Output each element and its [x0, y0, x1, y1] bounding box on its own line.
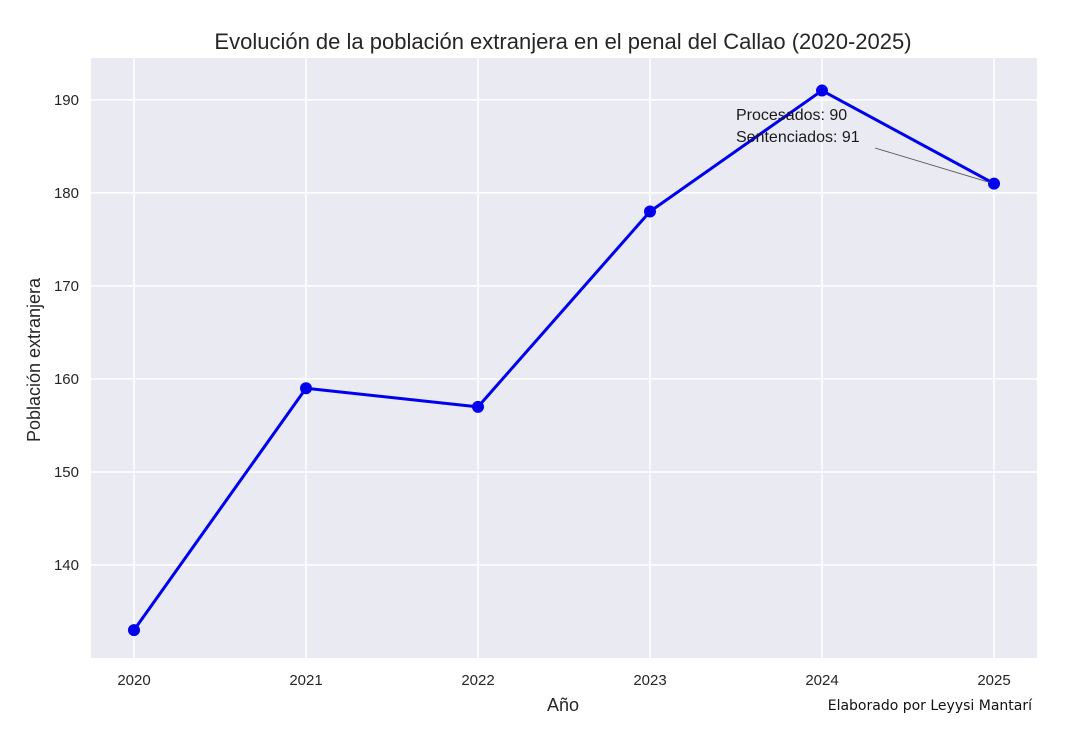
data-point-2023: [644, 205, 656, 218]
x-axis-ticks: 2020 2021 2022 2023 2024 2025: [117, 672, 1010, 689]
data-point-2021: [300, 382, 312, 395]
x-tick-label: 2020: [117, 672, 150, 689]
x-tick-label: 2025: [977, 672, 1010, 689]
plot-area: [91, 58, 1037, 658]
x-tick-label: 2022: [461, 672, 494, 689]
x-tick-label: 2024: [805, 672, 838, 689]
y-axis-ticks: 140 150 160 170 180 190: [54, 92, 79, 574]
data-point-2022: [472, 400, 484, 413]
y-tick-label: 170: [54, 278, 79, 295]
series-line: [132, 89, 995, 631]
data-point-2020: [128, 624, 140, 637]
x-tick-label: 2021: [289, 672, 322, 689]
grid-lines: [91, 58, 1037, 658]
annotation-group: Procesados: 90 Sentenciados: 91: [736, 107, 991, 184]
y-tick-label: 150: [54, 464, 79, 481]
annotation-line-2: Sentenciados: 91: [736, 129, 860, 146]
y-axis-label: Población extranjera: [24, 277, 44, 442]
credit-text: Elaborado por Leyysi Mantarí: [827, 698, 1032, 714]
y-tick-label: 140: [54, 557, 79, 574]
chart-title: Evolución de la población extranjera en …: [214, 29, 911, 54]
annotation-line-1: Procesados: 90: [736, 107, 847, 124]
series-group: [128, 84, 1000, 637]
data-point-2025: [988, 177, 1000, 190]
x-tick-label: 2023: [633, 672, 666, 689]
annotation-arrow: [874, 147, 991, 184]
x-axis-label: Año: [547, 695, 579, 715]
y-tick-label: 160: [54, 371, 79, 388]
data-point-2024: [816, 84, 828, 97]
y-tick-label: 180: [54, 185, 79, 202]
y-tick-label: 190: [54, 92, 79, 109]
